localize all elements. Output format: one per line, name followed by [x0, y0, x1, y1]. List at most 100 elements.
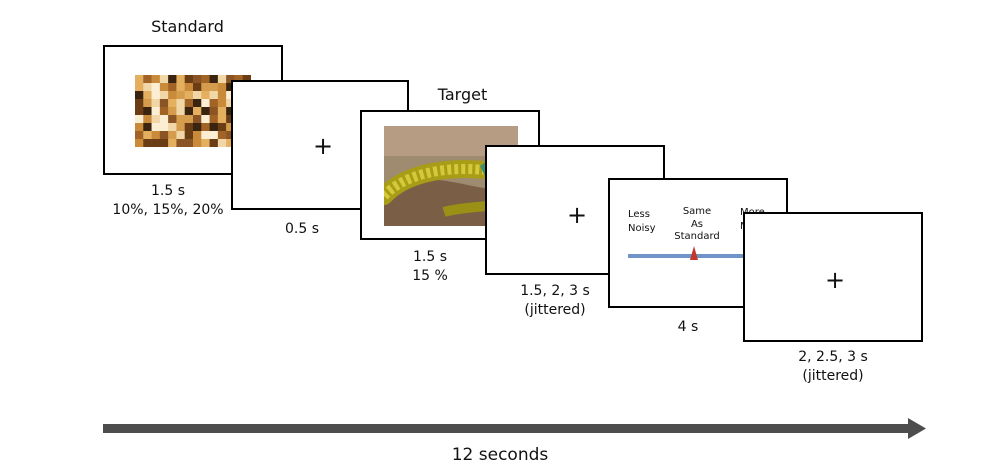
fixation2-duration: 1.5, 2, 3 s	[520, 283, 590, 299]
texture-tile	[209, 99, 219, 108]
texture-tile	[176, 139, 186, 147]
fixation2-note: (jittered)	[524, 301, 586, 318]
texture-tile	[176, 91, 186, 100]
texture-tile	[176, 123, 186, 132]
fixation-cross-2: +	[567, 201, 588, 229]
texture-tile	[151, 91, 161, 100]
texture-tile	[143, 75, 152, 84]
texture-tile	[135, 115, 144, 124]
texture-tile	[217, 83, 227, 92]
texture-tile	[226, 123, 235, 132]
texture-tile	[242, 75, 251, 84]
texture-tile	[201, 115, 210, 124]
texture-tile	[159, 123, 169, 132]
texture-tile	[135, 131, 144, 140]
texture-tile	[168, 139, 177, 147]
fixation2-caption: 1.5, 2, 3 s (jittered)	[500, 282, 610, 320]
texture-tile	[135, 107, 144, 116]
texture-tile	[201, 99, 210, 108]
texture-tile	[209, 139, 219, 147]
texture-tile	[168, 107, 177, 116]
texture-tile	[151, 115, 161, 124]
texture-tile	[143, 123, 152, 132]
texture-tile	[168, 83, 177, 92]
texture-tile	[151, 131, 161, 140]
texture-tile	[193, 123, 202, 132]
texture-tile	[217, 139, 227, 147]
texture-tile	[168, 115, 177, 124]
texture-tile	[143, 99, 152, 108]
texture-tile	[193, 91, 202, 100]
texture-tile	[217, 75, 227, 84]
texture-tile	[226, 131, 235, 140]
texture-tile	[143, 139, 152, 147]
fixation3-duration: 2, 2.5, 3 s	[798, 349, 868, 365]
texture-tile	[184, 115, 194, 124]
texture-tile	[193, 83, 202, 92]
texture-tile	[193, 139, 202, 147]
target-title: Target	[437, 85, 488, 104]
texture-tile	[184, 107, 194, 116]
rating-mid-label: Same As Standard	[674, 206, 720, 242]
texture-tile	[168, 131, 177, 140]
texture-tile	[226, 99, 235, 108]
texture-tile	[143, 91, 152, 100]
standard-duration: 1.5 s	[150, 183, 185, 199]
texture-tile	[168, 123, 177, 132]
texture-tile	[201, 139, 210, 147]
texture-tile	[159, 83, 169, 92]
texture-tile	[159, 99, 169, 108]
texture-tile	[176, 115, 186, 124]
texture-tile	[159, 139, 169, 147]
texture-tile	[176, 99, 186, 108]
texture-tile	[159, 131, 169, 140]
texture-tile	[168, 75, 177, 84]
texture-tile	[209, 83, 219, 92]
target-duration: 1.5 s	[412, 249, 447, 265]
texture-tile	[193, 131, 202, 140]
texture-tile	[168, 99, 177, 108]
texture-tile	[135, 83, 144, 92]
rating-marker	[690, 246, 698, 260]
texture-tile	[159, 115, 169, 124]
texture-tile	[234, 75, 244, 84]
texture-tile	[209, 123, 219, 132]
fixation3-note: (jittered)	[802, 367, 864, 384]
target-noise: 15 %	[412, 267, 448, 284]
texture-tile	[135, 91, 144, 100]
texture-tile	[135, 123, 144, 132]
texture-tile	[226, 83, 235, 92]
texture-tile	[217, 99, 227, 108]
texture-tile	[168, 91, 177, 100]
texture-tile	[151, 75, 161, 84]
texture-tile	[201, 123, 210, 132]
texture-tile	[209, 91, 219, 100]
standard-caption: 1.5 s 10%, 15%, 20%	[93, 182, 243, 220]
texture-tile	[201, 83, 210, 92]
texture-tile	[201, 75, 210, 84]
fixation3-caption: 2, 2.5, 3 s (jittered)	[778, 348, 888, 386]
texture-tile	[226, 75, 235, 84]
texture-tile	[184, 99, 194, 108]
texture-tile	[159, 107, 169, 116]
texture-tile	[217, 131, 227, 140]
texture-tile	[193, 99, 202, 108]
texture-tile	[159, 75, 169, 84]
standard-noise: 10%, 15%, 20%	[112, 201, 224, 218]
target-caption: 1.5 s 15 %	[390, 248, 470, 286]
texture-tile	[143, 83, 152, 92]
texture-tile	[201, 131, 210, 140]
texture-tile	[176, 75, 186, 84]
texture-tile	[209, 131, 219, 140]
texture-tile	[151, 107, 161, 116]
rating-scale-line	[628, 254, 786, 258]
fixation-cross-1: +	[313, 132, 334, 160]
texture-tile	[176, 107, 186, 116]
timeline-arrow	[103, 418, 926, 439]
texture-tile	[184, 131, 194, 140]
texture-tile	[226, 91, 235, 100]
texture-tile	[151, 139, 161, 147]
rating-duration: 4 s	[677, 319, 699, 335]
texture-tile	[193, 107, 202, 116]
texture-tile	[151, 83, 161, 92]
